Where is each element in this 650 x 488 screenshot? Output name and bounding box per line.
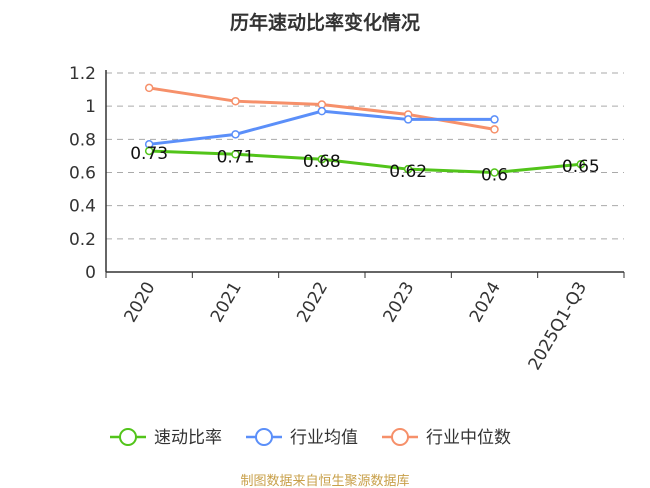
data-point [144, 83, 154, 93]
x-tick-label: 2022 [293, 279, 332, 326]
y-tick-label: 0.8 [69, 130, 96, 150]
y-tick-label: 0.2 [69, 230, 96, 250]
data-label: 0.6 [481, 166, 508, 186]
data-point [403, 115, 413, 124]
data-point [231, 150, 240, 159]
data-label: 0.68 [303, 152, 341, 172]
series-line-行业均值 [148, 109, 495, 146]
y-tick-label: 1.2 [69, 64, 96, 84]
data-point [403, 164, 413, 174]
x-tick-label: 2025Q1-Q3 [525, 279, 592, 374]
data-point [317, 106, 327, 116]
legend-label: 行业均值 [290, 428, 358, 448]
x-tick-label: 2020 [121, 279, 160, 326]
legend-marker [119, 428, 137, 446]
x-tick-label: 2021 [207, 279, 246, 326]
y-tick-label: 0.6 [69, 164, 96, 184]
x-tick-label: 2023 [380, 279, 419, 326]
x-tick-label: 2024 [466, 279, 505, 326]
data-point [144, 146, 154, 156]
legend-label: 行业中位数 [426, 428, 511, 448]
data-label: 0.62 [389, 162, 427, 182]
y-tick-label: 0.4 [69, 197, 96, 217]
data-point [490, 125, 499, 134]
data-point [490, 115, 499, 124]
data-point [576, 159, 586, 169]
source-note: 制图数据来自恒生聚源数据库 [240, 474, 410, 488]
data-point [317, 154, 327, 164]
data-label: 0.65 [562, 157, 600, 177]
y-tick-label: 0 [85, 263, 96, 283]
data-point [490, 168, 499, 177]
data-point [231, 130, 240, 139]
legend-label: 速动比率 [154, 428, 222, 448]
chart-title: 历年速动比率变化情况 [229, 12, 420, 34]
data-point [231, 96, 240, 106]
series-line-速动比率 [149, 149, 581, 175]
legend-marker [391, 428, 409, 446]
legend-marker [255, 428, 273, 446]
y-tick-label: 1 [85, 97, 96, 117]
data-label: 0.71 [217, 147, 255, 167]
data-label: 0.73 [130, 144, 168, 164]
